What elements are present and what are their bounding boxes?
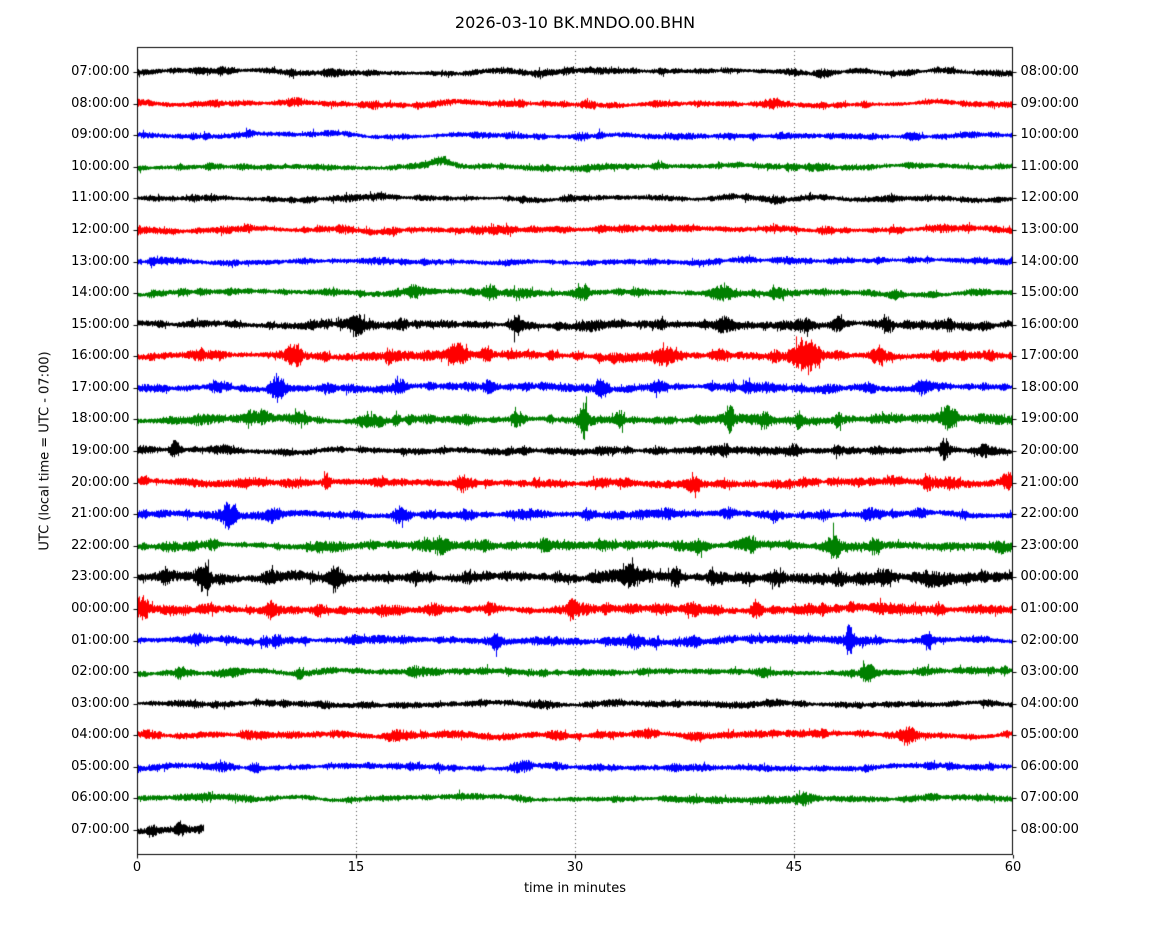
right-time-label: 01:00:00: [1020, 600, 1079, 616]
right-time-label: 21:00:00: [1020, 474, 1079, 490]
chart-title: 2026-03-10 BK.MNDO.00.BHN: [454, 13, 696, 32]
right-time-label: 03:00:00: [1020, 664, 1079, 680]
right-time-label: 12:00:00: [1020, 190, 1079, 206]
left-time-label: 07:00:00: [71, 822, 130, 837]
x-tick-label: 0: [132, 860, 142, 875]
left-time-label: 18:00:00: [71, 411, 130, 427]
left-time-label: 10:00:00: [71, 158, 130, 174]
right-time-label: 09:00:00: [1020, 95, 1079, 111]
left-time-label: 08:00:00: [71, 95, 130, 111]
x-tick-label: 15: [347, 860, 365, 875]
left-time-label: 07:00:00: [71, 64, 130, 79]
left-time-label: 20:00:00: [71, 474, 130, 490]
right-time-label: 00:00:00: [1020, 569, 1079, 585]
right-time-label: 04:00:00: [1020, 695, 1079, 711]
left-time-label: 17:00:00: [71, 379, 130, 395]
right-time-label: 15:00:00: [1020, 285, 1079, 301]
left-time-label: 01:00:00: [71, 632, 130, 648]
left-time-label: 13:00:00: [71, 253, 130, 269]
left-time-label: 03:00:00: [71, 695, 130, 711]
right-time-label: 08:00:00: [1020, 64, 1079, 79]
right-time-label: 10:00:00: [1020, 127, 1079, 143]
x-tick-label: 45: [785, 860, 803, 875]
right-time-label: 16:00:00: [1020, 316, 1079, 332]
left-time-label: 02:00:00: [71, 664, 130, 680]
right-time-label: 13:00:00: [1020, 221, 1079, 237]
right-time-label: 19:00:00: [1020, 411, 1079, 427]
x-axis-label: time in minutes: [523, 881, 627, 896]
right-time-label: 17:00:00: [1020, 348, 1079, 364]
left-time-label: 12:00:00: [71, 221, 130, 237]
left-time-label: 06:00:00: [71, 790, 130, 806]
right-time-label: 18:00:00: [1020, 379, 1079, 395]
right-time-label: 07:00:00: [1020, 790, 1079, 806]
left-time-label: 05:00:00: [71, 758, 130, 774]
right-time-label: 11:00:00: [1020, 158, 1079, 174]
left-time-label: 09:00:00: [71, 127, 130, 143]
left-time-label: 15:00:00: [71, 316, 130, 332]
right-time-label: 06:00:00: [1020, 758, 1079, 774]
left-time-label: 22:00:00: [71, 537, 130, 553]
right-time-label: 22:00:00: [1020, 506, 1079, 522]
right-time-label: 14:00:00: [1020, 253, 1079, 269]
left-time-label: 16:00:00: [71, 348, 130, 364]
left-time-label: 19:00:00: [71, 443, 130, 458]
x-tick-label: 30: [566, 860, 584, 875]
left-time-label: 04:00:00: [71, 727, 130, 743]
left-time-label: 00:00:00: [71, 600, 130, 616]
right-time-label: 05:00:00: [1020, 727, 1079, 743]
right-time-label: 20:00:00: [1020, 443, 1079, 458]
right-time-label: 02:00:00: [1020, 632, 1079, 648]
left-time-label: 11:00:00: [71, 190, 130, 206]
left-time-label: 23:00:00: [71, 569, 130, 585]
x-tick-label: 60: [1004, 860, 1022, 875]
right-time-label: 23:00:00: [1020, 537, 1079, 553]
left-time-label: 21:00:00: [71, 506, 130, 522]
right-time-label: 08:00:00: [1020, 822, 1079, 837]
left-time-label: 14:00:00: [71, 285, 130, 301]
